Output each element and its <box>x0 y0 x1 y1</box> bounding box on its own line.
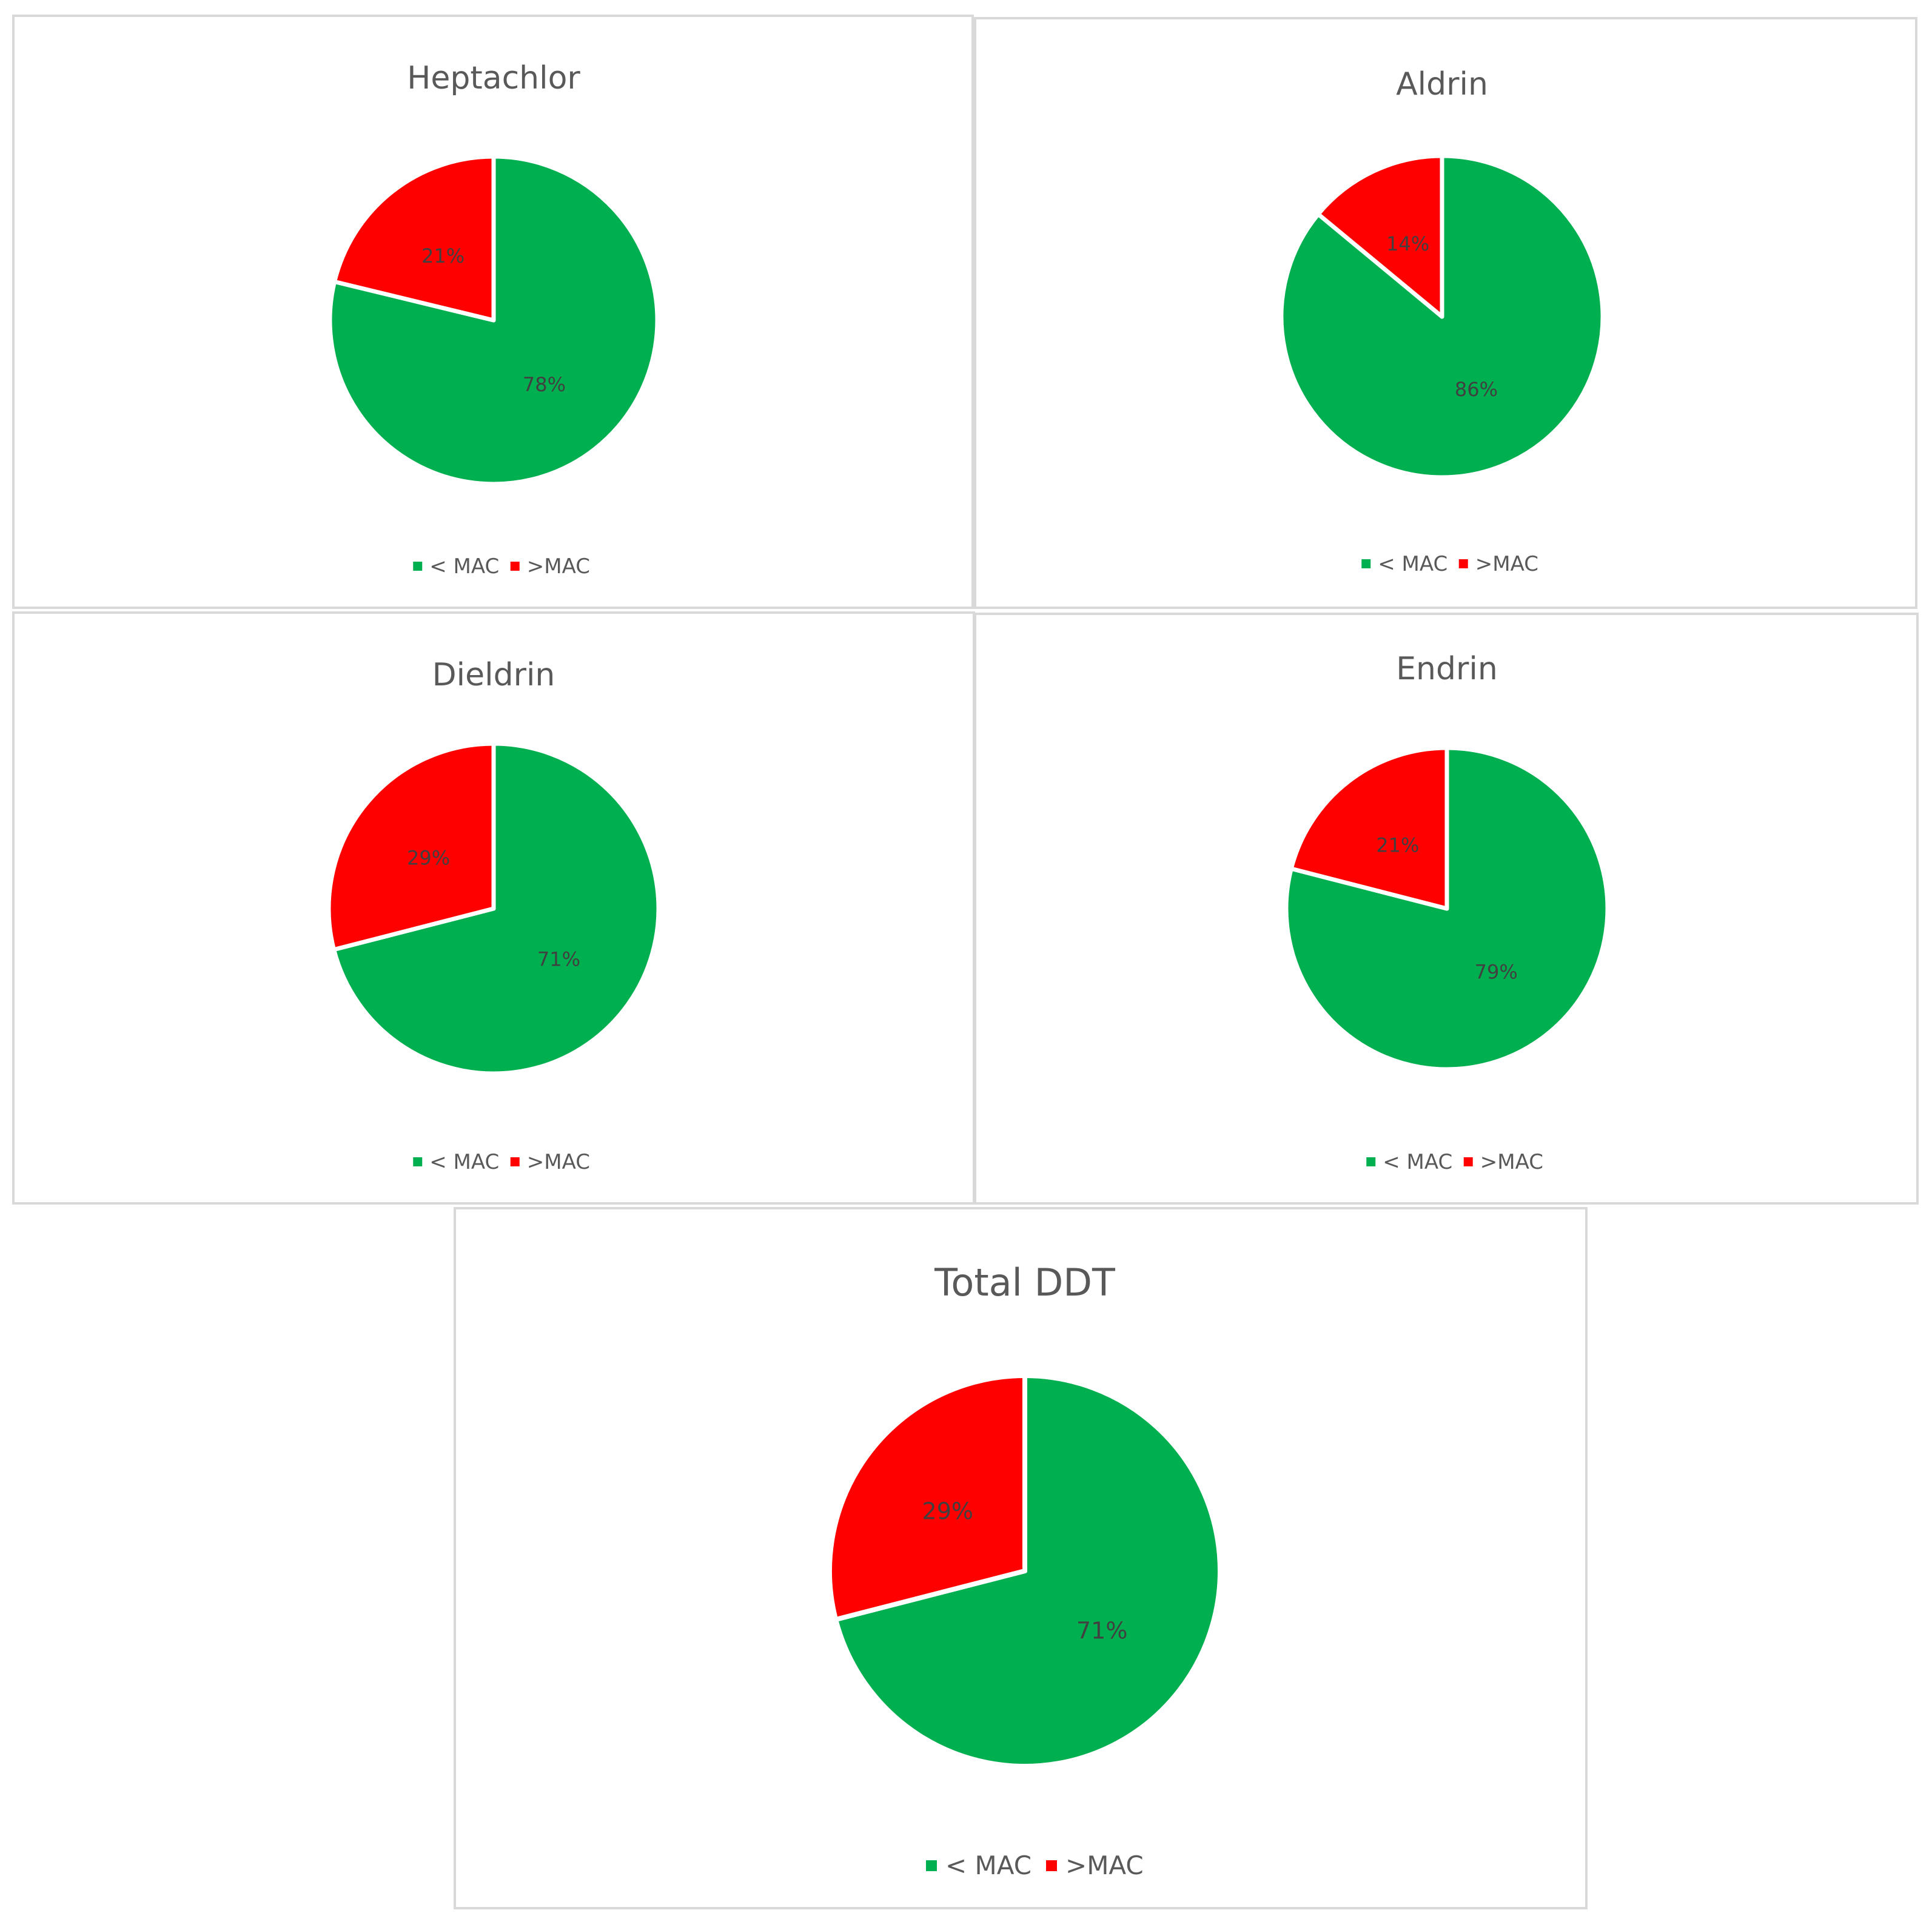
pie-slice-below-mac <box>332 741 661 1076</box>
data-label: 86% <box>1455 378 1498 401</box>
legend-swatch <box>1458 559 1468 568</box>
legend-entry: < MAC <box>1383 1150 1452 1174</box>
pie-slice-above-mac <box>1289 745 1449 911</box>
legend-entry: >MAC <box>1480 1150 1543 1174</box>
chart-panel-heptachlor: Heptachlor 78% 21% < MAC >MAC <box>12 15 974 609</box>
legend-entry: >MAC <box>527 1150 590 1174</box>
chart-panel-dieldrin: Dieldrin 71% 29% < MAC >MAC <box>12 611 975 1205</box>
legend-entry: >MAC <box>1475 552 1538 576</box>
pie-slice-below-mac <box>833 1373 1223 1769</box>
legend-swatch <box>413 562 423 571</box>
pie-chart-svg: Aldrin 86% 14% < MAC >MAC <box>1279 66 1605 576</box>
chart-panel-endrin: Endrin 79% 21% < MAC >MAC <box>974 613 1919 1205</box>
data-label: 71% <box>537 947 580 970</box>
data-label: 29% <box>407 847 450 870</box>
data-label: 21% <box>1376 833 1419 856</box>
legend-entry: >MAC <box>527 554 590 579</box>
pie-slice-above-mac <box>326 741 496 952</box>
pie-chart-svg: Total DDT 71% 29% < MAC >MAC <box>827 1260 1223 1880</box>
chart-title: Aldrin <box>1396 66 1488 103</box>
chart-title: Total DDT <box>934 1260 1116 1305</box>
data-label: 21% <box>421 244 465 267</box>
pie-slice-above-mac <box>332 154 496 323</box>
legend-entry: >MAC <box>1065 1851 1144 1880</box>
legend-swatch <box>510 562 520 571</box>
legend-swatch <box>1361 559 1371 568</box>
legend-swatch <box>926 1860 937 1871</box>
chart-title: Heptachlor <box>407 60 580 96</box>
legend-swatch <box>510 1157 520 1166</box>
data-label: 14% <box>1386 232 1429 255</box>
chart-legend: < MAC >MAC <box>1366 1150 1543 1174</box>
legend-swatch <box>1046 1860 1057 1871</box>
pie-slice-above-mac <box>827 1373 1027 1622</box>
data-label: 71% <box>1076 1618 1127 1644</box>
chart-title: Endrin <box>1396 651 1498 687</box>
pie-chart-svg: Endrin 79% 21% < MAC >MAC <box>1284 651 1610 1174</box>
pie-slice-above-mac <box>1316 153 1444 319</box>
chart-legend: < MAC >MAC <box>413 554 590 579</box>
pie-chart-svg: Heptachlor 78% 21% < MAC >MAC <box>327 60 660 579</box>
chart-legend: < MAC >MAC <box>413 1150 590 1174</box>
legend-swatch <box>413 1157 423 1166</box>
chart-panel-total-ddt: Total DDT 71% 29% < MAC >MAC <box>454 1207 1588 1909</box>
legend-entry: < MAC <box>429 1150 499 1174</box>
pie-slice-below-mac <box>1284 745 1610 1072</box>
chart-legend: < MAC >MAC <box>1361 552 1538 576</box>
data-label: 78% <box>523 373 566 396</box>
legend-swatch <box>1463 1157 1473 1166</box>
legend-entry: < MAC <box>945 1851 1031 1880</box>
legend-entry: < MAC <box>429 554 499 579</box>
chart-panel-aldrin: Aldrin 86% 14% < MAC >MAC <box>974 17 1917 609</box>
pie-chart-svg: Dieldrin 71% 29% < MAC >MAC <box>326 657 661 1174</box>
legend-swatch <box>1366 1157 1376 1166</box>
data-label: 79% <box>1475 961 1518 984</box>
data-label: 29% <box>922 1498 973 1524</box>
chart-legend: < MAC >MAC <box>926 1851 1144 1880</box>
chart-title: Dieldrin <box>432 657 555 693</box>
legend-entry: < MAC <box>1378 552 1447 576</box>
